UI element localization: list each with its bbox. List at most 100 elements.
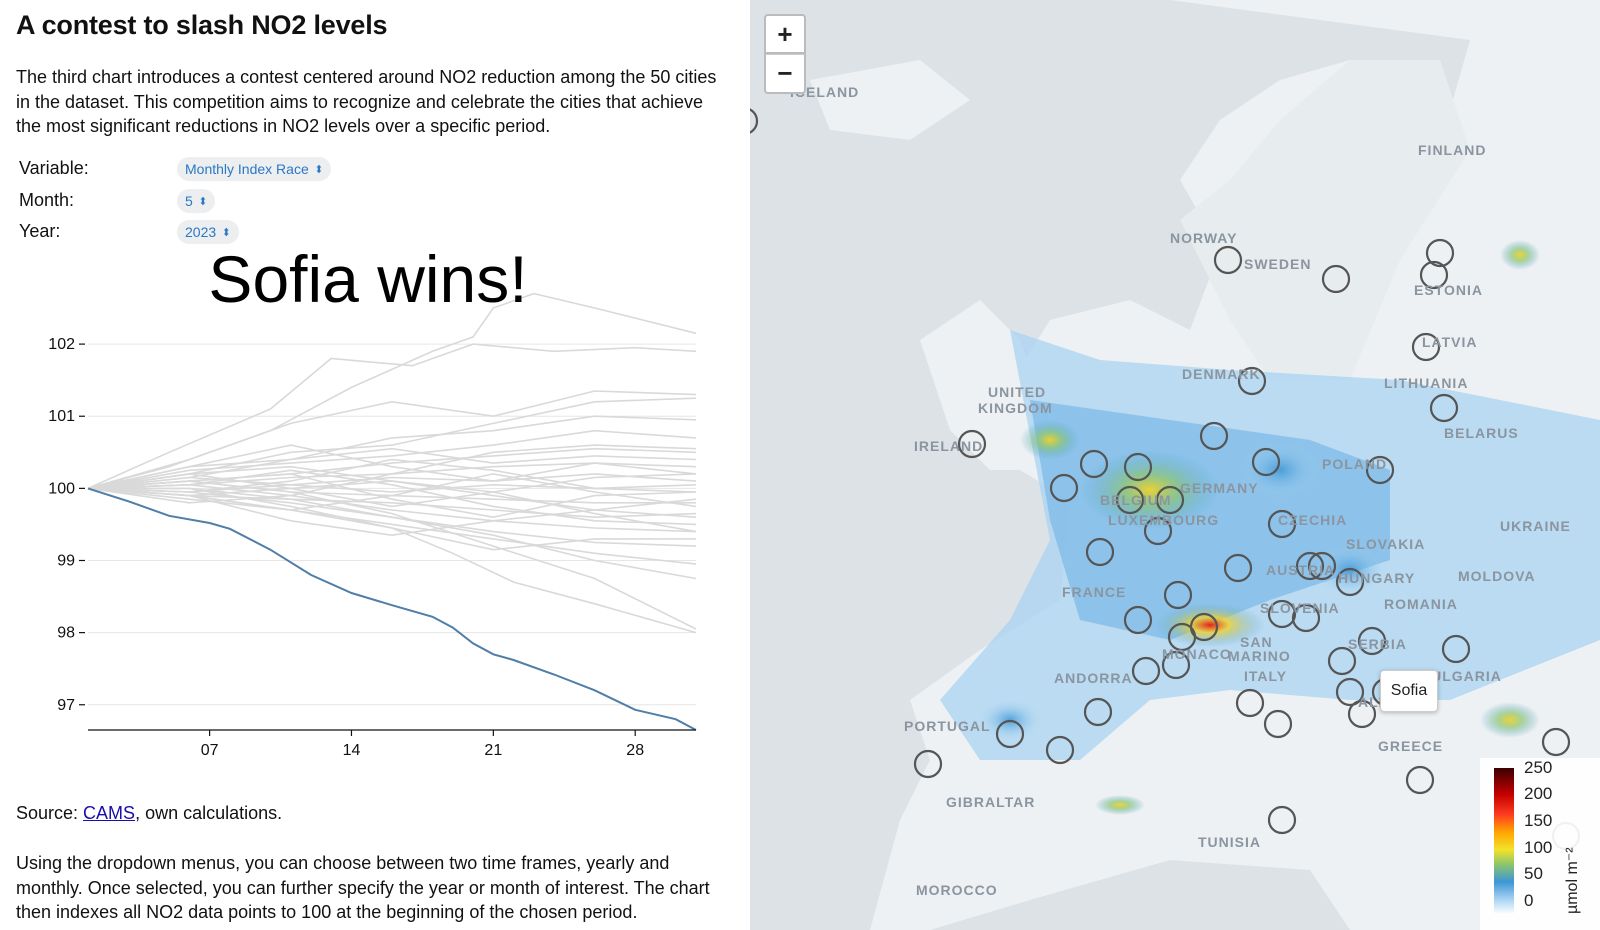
intro-paragraph: The third chart introduces a contest cen… xyxy=(16,67,717,136)
land-iceland xyxy=(810,60,970,140)
legend-tick: 50 xyxy=(1524,864,1543,883)
city-marker[interactable] xyxy=(1199,421,1229,451)
country-label-denmark: DENMARK xyxy=(1182,366,1261,382)
no2-map[interactable]: ICELAND FINLAND NORWAY SWEDEN ESTONIA LA… xyxy=(750,0,1600,930)
city-marker[interactable] xyxy=(1267,805,1297,835)
y-tick-label: 100 xyxy=(48,480,75,497)
zoom-out-button[interactable]: − xyxy=(764,54,806,94)
hotspot-po-valley xyxy=(1155,603,1265,647)
month-select[interactable]: 5 ⬍ xyxy=(177,189,216,213)
city-marker[interactable] xyxy=(1189,612,1219,642)
legend-tick: 0 xyxy=(1524,891,1534,910)
zoom-in-button[interactable]: + xyxy=(764,14,806,54)
city-marker[interactable] xyxy=(1123,605,1153,635)
chevron-updown-icon: ⬍ xyxy=(314,164,324,177)
city-line xyxy=(87,473,697,519)
source-line: Source: CAMS, own calculations. xyxy=(16,803,282,824)
city-marker[interactable] xyxy=(1267,509,1297,539)
city-marker[interactable] xyxy=(1267,599,1297,629)
city-marker[interactable] xyxy=(1411,332,1441,362)
city-marker[interactable] xyxy=(995,719,1025,749)
city-marker[interactable] xyxy=(1335,677,1365,707)
city-marker[interactable] xyxy=(1131,656,1161,686)
city-tooltip: Sofia xyxy=(1380,670,1438,712)
x-tick-label: 21 xyxy=(484,742,502,759)
city-marker[interactable] xyxy=(1357,626,1387,656)
country-label-finland: FINLAND xyxy=(1418,142,1487,158)
city-marker[interactable] xyxy=(1425,238,1455,268)
map-basemap xyxy=(750,0,1600,930)
country-label-iceland: ICELAND xyxy=(790,84,860,100)
city-marker[interactable] xyxy=(1335,567,1365,597)
city-marker[interactable] xyxy=(1419,260,1449,290)
legend-tick: 150 xyxy=(1524,811,1553,830)
city-marker[interactable] xyxy=(1045,735,1075,765)
country-label-morocco: MOROCCO xyxy=(916,882,998,898)
y-axis: 97 98 99 100 101 102 xyxy=(48,336,85,714)
city-marker[interactable] xyxy=(1307,551,1337,581)
city-marker[interactable] xyxy=(1237,366,1267,396)
variable-control: Variable: Monthly Index Race ⬍ xyxy=(19,155,719,183)
country-label-lithuania: LITHUANIA xyxy=(1384,375,1469,391)
city-marker[interactable] xyxy=(1163,580,1193,610)
city-marker[interactable] xyxy=(1405,765,1435,795)
country-label-monaco: MONACO xyxy=(1162,646,1232,662)
city-marker[interactable] xyxy=(1291,603,1321,633)
country-label-tunisia: TUNISIA xyxy=(1198,834,1261,850)
city-marker[interactable] xyxy=(1429,393,1459,423)
country-label-germany: GERMANY xyxy=(1180,480,1259,496)
chevron-updown-icon: ⬍ xyxy=(222,227,231,240)
hotspot-istanbul xyxy=(1480,702,1540,738)
winner-city-line xyxy=(87,487,697,731)
year-label: Year: xyxy=(19,221,61,241)
country-label-poland: POLAND xyxy=(1322,456,1388,472)
source-prefix: Source: xyxy=(16,803,84,823)
city-marker[interactable] xyxy=(1327,646,1357,676)
city-marker[interactable] xyxy=(1223,553,1253,583)
variable-select[interactable]: Monthly Index Race ⬍ xyxy=(177,157,332,181)
city-marker[interactable] xyxy=(1123,452,1153,482)
country-label-norway: NORWAY xyxy=(1170,230,1238,246)
hotspot-algiers xyxy=(1095,795,1145,815)
country-label-united: UNITED xyxy=(988,384,1047,400)
city-marker[interactable] xyxy=(1347,699,1377,729)
city-marker[interactable] xyxy=(1155,485,1185,515)
legend-unit: µmol m⁻² xyxy=(1564,847,1581,914)
city-line xyxy=(87,343,697,490)
city-marker[interactable] xyxy=(1235,688,1265,718)
year-select[interactable]: 2023 ⬍ xyxy=(177,220,239,244)
country-label-san: SAN xyxy=(1240,634,1273,650)
x-tick-label: 28 xyxy=(626,742,644,759)
city-marker[interactable] xyxy=(913,749,943,779)
city-marker[interactable] xyxy=(1079,449,1109,479)
city-marker[interactable] xyxy=(1263,709,1293,739)
city-marker[interactable] xyxy=(1083,697,1113,727)
city-marker[interactable] xyxy=(1321,264,1351,294)
city-marker[interactable] xyxy=(1161,650,1191,680)
city-marker[interactable] xyxy=(1049,473,1079,503)
country-label-estonia: ESTONIA xyxy=(1414,282,1483,298)
other-city-lines xyxy=(87,292,697,634)
legend-color-bar xyxy=(1494,768,1514,914)
city-marker[interactable] xyxy=(750,108,759,134)
source-link[interactable]: CAMS xyxy=(83,803,136,823)
legend-tick: 100 xyxy=(1524,838,1553,857)
city-marker[interactable] xyxy=(1115,485,1145,515)
year-control: Year: 2023 ⬍ xyxy=(19,218,719,246)
hotspot-benelux xyxy=(1080,450,1220,530)
city-marker[interactable] xyxy=(1365,455,1395,485)
city-marker[interactable] xyxy=(1213,245,1243,275)
city-marker[interactable] xyxy=(1541,727,1571,757)
city-marker[interactable] xyxy=(1251,447,1281,477)
color-legend: 250 200 150 100 50 0 µmol m⁻² xyxy=(1480,758,1600,930)
country-label-romania: ROMANIA xyxy=(1384,596,1458,612)
city-marker[interactable] xyxy=(1441,634,1471,664)
city-marker[interactable] xyxy=(1143,516,1173,546)
article-panel: A contest to slash NO2 levels The third … xyxy=(0,0,750,930)
y-tick-label: 97 xyxy=(57,697,75,714)
hotspot-england xyxy=(1020,420,1080,460)
city-marker[interactable] xyxy=(1295,551,1325,581)
city-marker[interactable] xyxy=(1085,537,1115,567)
x-axis: 07 14 21 28 xyxy=(88,729,696,759)
city-marker[interactable] xyxy=(957,429,987,459)
